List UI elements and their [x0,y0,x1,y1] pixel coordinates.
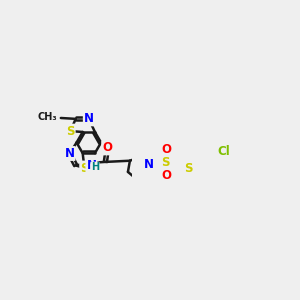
Text: S: S [66,124,75,138]
Text: N: N [84,112,94,125]
Text: N: N [86,159,96,172]
Text: O: O [161,143,171,156]
Text: N: N [144,158,154,171]
Text: H: H [91,162,99,172]
Text: O: O [161,169,171,182]
Text: S: S [184,162,193,175]
Text: S: S [80,161,89,175]
Text: CH₃: CH₃ [38,112,57,122]
Text: N: N [64,147,75,160]
Text: O: O [102,141,112,154]
Text: S: S [161,156,169,169]
Text: Cl: Cl [217,145,230,158]
